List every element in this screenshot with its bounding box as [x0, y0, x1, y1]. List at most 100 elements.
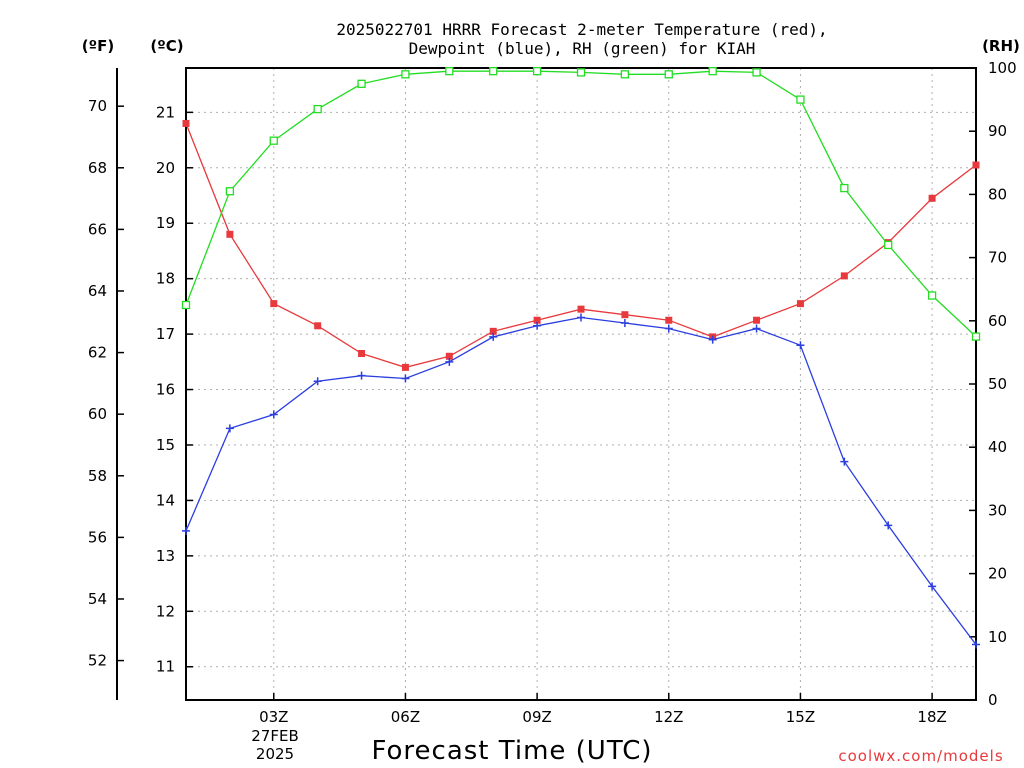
fahrenheit-tick-label: 68: [88, 159, 107, 177]
x-tick-label: 15Z: [786, 708, 815, 726]
temperature-point: [401, 363, 409, 371]
dewpoint-point: [752, 324, 761, 333]
rh-point: [971, 332, 981, 341]
dewpoint-point: [928, 582, 937, 591]
dewpoint-point: [796, 341, 805, 350]
rh-tick-label: 30: [988, 501, 1007, 519]
celsius-tick-label: 12: [156, 602, 175, 620]
rh-point: [708, 67, 717, 76]
dewpoint-point: [840, 457, 849, 466]
fahrenheit-tick-label: 64: [88, 282, 107, 300]
celsius-tick-label: 11: [156, 658, 175, 676]
rh-point: [181, 300, 191, 310]
rh-tick-label: 10: [988, 628, 1007, 646]
celsius-tick-label: 15: [156, 436, 175, 454]
date-label-day: 27FEB: [251, 727, 298, 745]
dewpoint-point: [620, 319, 629, 328]
rh-point: [532, 67, 542, 76]
chart-title-line-1: 2025022701 HRRR Forecast 2-meter Tempera…: [336, 20, 827, 39]
x-tick-label: 18Z: [917, 708, 946, 726]
fahrenheit-tick-label: 52: [88, 652, 107, 670]
credit-label: coolwx.com/models: [838, 747, 1003, 765]
plot-frame: [185, 67, 977, 701]
celsius-tick-label: 16: [156, 381, 175, 399]
data-series: [181, 67, 981, 649]
dewpoint-point: [182, 526, 190, 535]
fahrenheit-tick-label: 60: [88, 405, 107, 423]
rh-tick-label: 50: [988, 375, 1007, 393]
temperature-point: [533, 316, 541, 324]
rh-point: [313, 104, 322, 114]
x-tick-label: 03Z: [259, 708, 288, 726]
dewpoint-point: [445, 357, 454, 366]
rh-point: [357, 79, 366, 88]
temperature-point: [577, 305, 585, 313]
temperature-point: [226, 230, 234, 238]
rh-unit-label: (RH): [982, 37, 1020, 55]
temperature-line: [185, 123, 977, 369]
fahrenheit-tick-label: 62: [88, 344, 107, 362]
celsius-tick-label: 19: [156, 214, 175, 232]
temperature-point: [489, 327, 497, 335]
rh-tick-label: 70: [988, 249, 1007, 267]
rh-line: [185, 70, 977, 338]
dewpoint-point: [401, 374, 410, 383]
dewpoint-point: [269, 410, 278, 419]
rh-point: [576, 68, 586, 77]
rh-point: [489, 67, 498, 76]
rh-point: [752, 68, 761, 77]
dewpoint-point: [972, 640, 980, 649]
celsius-tick-label: 18: [156, 270, 175, 288]
fahrenheit-tick-label: 56: [88, 528, 107, 546]
temperature-point: [314, 322, 322, 330]
rh-point: [796, 95, 805, 104]
fahrenheit-tick-label: 54: [88, 590, 107, 608]
rh-point: [269, 136, 278, 145]
axes: [116, 67, 977, 701]
temperature-point: [270, 300, 278, 308]
rh-tick-label: 60: [988, 312, 1007, 330]
x-axis-label: Forecast Time (UTC): [371, 736, 652, 766]
rh-point: [884, 240, 893, 250]
rh-tick-label: 20: [988, 565, 1007, 583]
rh-point: [927, 291, 937, 300]
x-tick-label: 12Z: [654, 708, 683, 726]
dewpoint-point: [577, 313, 585, 322]
dewpoint-point: [357, 371, 366, 380]
x-tick-label: 06Z: [391, 708, 420, 726]
dewpoint-point: [313, 377, 322, 386]
celsius-tick-label: 13: [156, 547, 175, 565]
dewpoint-point: [489, 332, 498, 341]
temperature-point: [182, 119, 190, 127]
dewpoint-line: [185, 316, 977, 645]
temperature-point: [621, 311, 629, 319]
temperature-point: [665, 316, 673, 324]
dewpoint-point: [533, 321, 542, 330]
celsius-tick-label: 17: [156, 325, 175, 343]
rh-tick-label: 80: [988, 185, 1007, 203]
rh-point: [225, 187, 235, 196]
dewpoint-point: [225, 424, 234, 433]
rh-tick-label: 100: [988, 59, 1017, 77]
tick-labels: 52 54 56 58 60 62 64 66 68 70 11 12 13 14 15 16 17 18 19 20…: [88, 59, 1017, 726]
rh-tick-label: 90: [988, 122, 1007, 140]
dewpoint-point: [884, 521, 893, 530]
temperature-point: [796, 300, 804, 308]
temperature-point: [840, 272, 848, 280]
chart-title-line-2: Dewpoint (blue), RH (green) for KIAH: [409, 39, 756, 58]
grid-lines: [186, 68, 976, 700]
date-label-year: 2025: [256, 745, 294, 763]
fahrenheit-unit-label: (ºF): [82, 37, 114, 55]
rh-point: [840, 183, 849, 193]
fahrenheit-tick-label: 70: [88, 97, 107, 115]
rh-tick-label: 40: [988, 438, 1007, 456]
dewpoint-point: [708, 335, 717, 344]
temperature-point: [753, 316, 761, 324]
x-tick-label: 09Z: [522, 708, 551, 726]
celsius-unit-label: (ºC): [150, 37, 183, 55]
rh-point: [664, 70, 673, 79]
celsius-tick-label: 20: [156, 159, 175, 177]
temperature-point: [358, 350, 366, 358]
celsius-tick-label: 21: [156, 103, 175, 121]
